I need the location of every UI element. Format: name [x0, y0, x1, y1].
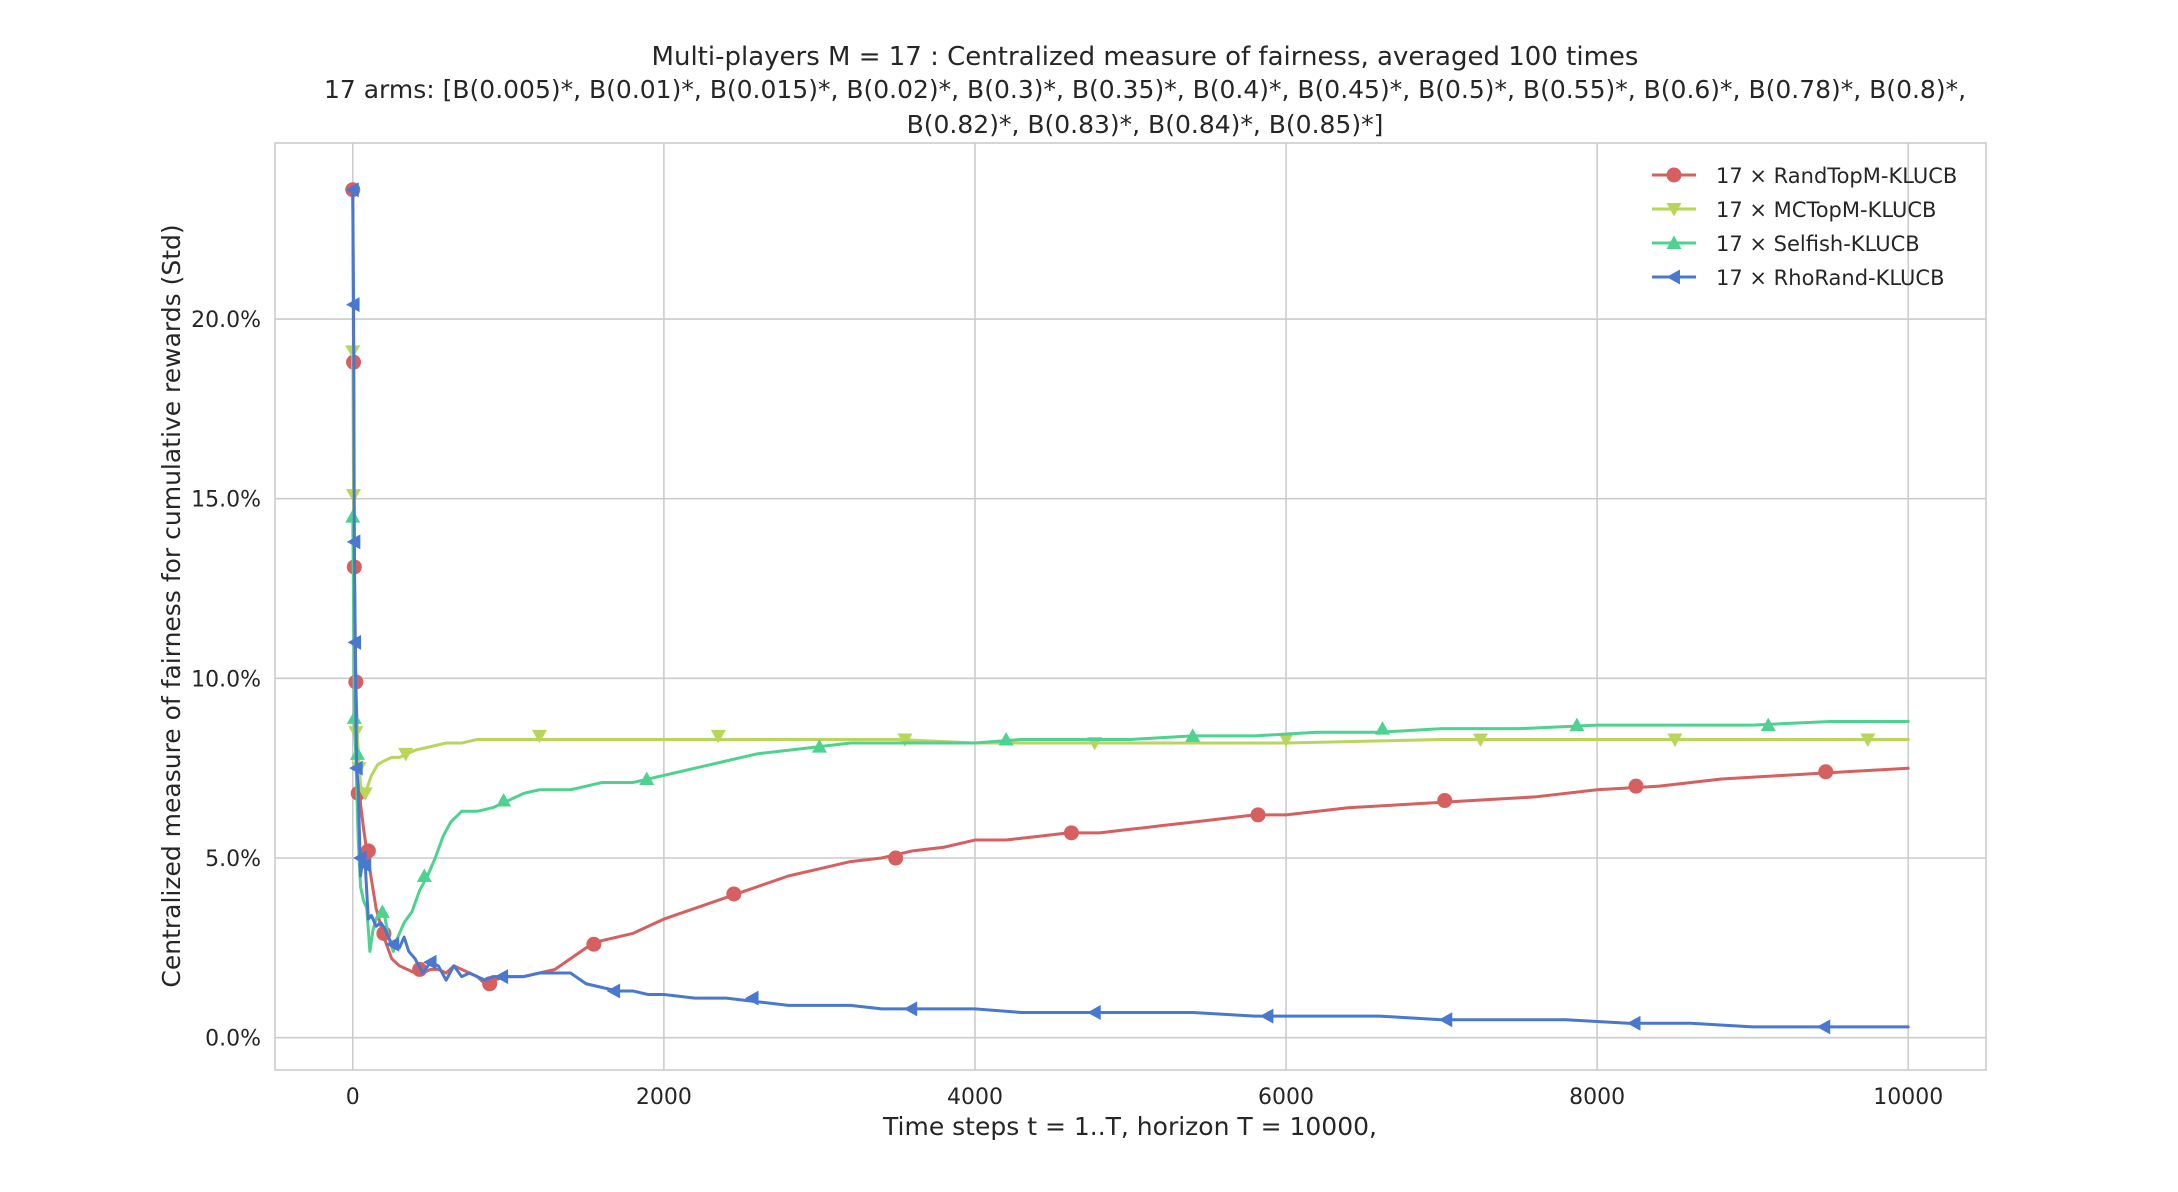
- legend-label: 17 × RandTopM-KLUCB: [1716, 164, 1957, 188]
- data-series: [345, 182, 1910, 1035]
- legend-marker: [1666, 269, 1680, 285]
- data-point-marker: [423, 954, 437, 970]
- y-tick-label: 20.0%: [191, 308, 261, 333]
- series-group-0: [345, 182, 1910, 992]
- x-tick-label: 2000: [636, 1085, 692, 1110]
- data-point-marker: [1087, 1005, 1101, 1021]
- data-point-marker: [1816, 1019, 1831, 1035]
- data-point-marker: [345, 182, 359, 198]
- x-axis-label: Time steps t = 1..T, horizon T = 10000,: [882, 1112, 1377, 1141]
- data-point-marker: [745, 990, 759, 1006]
- data-point-marker: [897, 733, 913, 747]
- legend-entry: 17 × Selfish-KLUCB: [1652, 232, 1920, 256]
- y-tick-label: 0.0%: [205, 1027, 261, 1052]
- data-point-marker: [903, 1001, 918, 1017]
- data-point-marker: [1760, 717, 1776, 732]
- legend-label: 17 × MCTopM-KLUCB: [1716, 198, 1936, 222]
- data-point-marker: [416, 868, 432, 882]
- data-point-marker: [346, 297, 360, 313]
- y-axis-label: Centralized measure of fairness for cumu…: [157, 224, 186, 987]
- data-point-marker: [347, 634, 362, 650]
- data-point-marker: [349, 760, 363, 776]
- legend-marker: [1666, 167, 1682, 183]
- data-point-marker: [1569, 717, 1585, 732]
- series-group-3: [345, 182, 1910, 1035]
- data-point-marker: [494, 969, 509, 985]
- legend-label: 17 × RhoRand-KLUCB: [1716, 266, 1945, 290]
- data-point-marker: [811, 739, 827, 753]
- chart-subtitle-arms-line-1: 17 arms: [B(0.005)*, B(0.01)*, B(0.015)*…: [324, 75, 1966, 104]
- y-tick-label: 5.0%: [205, 847, 261, 872]
- legend: 17 × RandTopM-KLUCB 17 × MCTopM-KLUCB 17 ×…: [1652, 164, 1957, 290]
- data-point-marker: [998, 731, 1014, 746]
- chart-title: Multi-players M = 17 : Centralized measu…: [652, 42, 1639, 72]
- data-point-marker: [639, 771, 655, 785]
- x-tick-label: 4000: [947, 1085, 1003, 1110]
- data-point-marker: [1818, 764, 1834, 780]
- plot-area: [274, 142, 1987, 1071]
- data-point-marker: [1626, 1015, 1641, 1031]
- data-point-marker: [346, 710, 362, 724]
- data-point-marker: [346, 534, 361, 550]
- x-tick-label: 10000: [1873, 1085, 1943, 1110]
- legend-entry: 17 × RandTopM-KLUCB: [1652, 164, 1957, 188]
- x-tick-labels: 0 2000 4000 6000 8000 10000: [346, 1085, 1943, 1110]
- data-point-marker: [1437, 793, 1453, 809]
- data-point-marker: [710, 729, 726, 744]
- y-tick-label: 15.0%: [191, 488, 261, 513]
- data-point-marker: [1063, 825, 1079, 841]
- data-point-marker: [606, 983, 621, 999]
- legend-marker: [1666, 235, 1682, 249]
- data-point-marker: [586, 936, 602, 952]
- data-point-marker: [374, 904, 390, 918]
- data-point-marker: [531, 729, 547, 744]
- series-group-2: [345, 509, 1910, 953]
- data-point-marker: [888, 850, 904, 866]
- y-tick-labels: 0.0% 5.0% 10.0% 15.0% 20.0%: [191, 308, 261, 1052]
- data-point-marker: [1250, 807, 1266, 823]
- data-point-marker: [726, 886, 742, 902]
- chart-subtitle-arms-line-2: B(0.82)*, B(0.83)*, B(0.84)*, B(0.85)*]: [907, 110, 1384, 139]
- data-point-marker: [1278, 733, 1294, 747]
- data-point-marker: [1438, 1012, 1453, 1028]
- series-line: [351, 188, 1910, 1029]
- legend-entry: 17 × RhoRand-KLUCB: [1652, 266, 1945, 290]
- data-point-marker: [496, 793, 512, 807]
- data-point-marker: [1185, 728, 1201, 742]
- data-point-marker: [1667, 733, 1683, 747]
- legend-marker: [1666, 203, 1682, 217]
- data-point-marker: [1259, 1008, 1274, 1024]
- data-point-marker: [385, 936, 400, 952]
- grid-lines: [275, 143, 1986, 1070]
- data-point-marker: [353, 850, 367, 866]
- data-point-marker: [357, 787, 373, 801]
- data-point-marker: [1374, 721, 1390, 735]
- x-tick-label: 6000: [1258, 1085, 1314, 1110]
- data-point-marker: [1628, 778, 1644, 794]
- x-tick-label: 8000: [1569, 1085, 1625, 1110]
- legend-entry: 17 × MCTopM-KLUCB: [1652, 198, 1936, 222]
- data-point-marker: [357, 857, 372, 873]
- x-tick-label: 0: [346, 1085, 360, 1110]
- data-point-marker: [1472, 733, 1488, 747]
- legend-label: 17 × Selfish-KLUCB: [1716, 232, 1920, 256]
- y-tick-label: 10.0%: [191, 667, 261, 692]
- data-point-marker: [398, 747, 414, 762]
- data-point-marker: [1860, 733, 1876, 747]
